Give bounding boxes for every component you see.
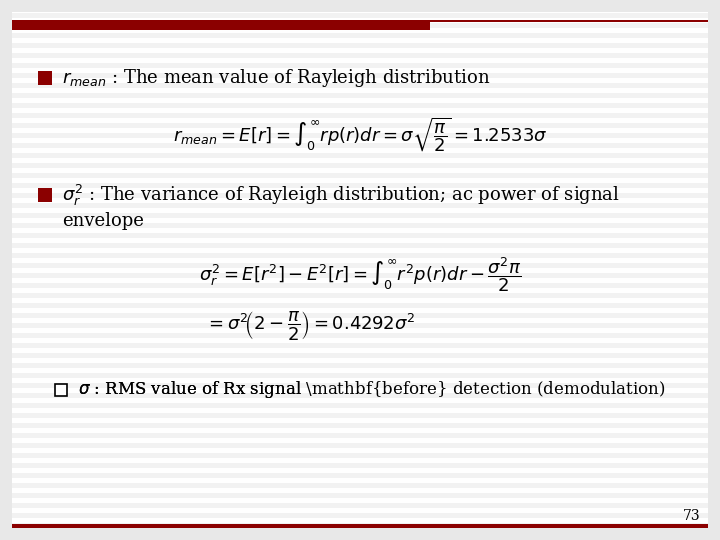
Bar bbox=[12, 43, 708, 48]
Bar bbox=[12, 333, 708, 338]
Text: $r_{mean} = E[r] = \int_0^{\infty} rp(r)dr = \sigma\sqrt{\dfrac{\pi}{2}} = 1.253: $r_{mean} = E[r] = \int_0^{\infty} rp(r)… bbox=[173, 116, 547, 154]
Text: envelope: envelope bbox=[62, 212, 144, 230]
Bar bbox=[12, 513, 708, 518]
Bar bbox=[12, 524, 708, 528]
Bar bbox=[12, 233, 708, 238]
Bar bbox=[12, 323, 708, 328]
Bar bbox=[12, 283, 708, 288]
Bar bbox=[12, 473, 708, 478]
Bar bbox=[12, 153, 708, 158]
Bar bbox=[12, 253, 708, 258]
Bar bbox=[12, 523, 708, 528]
Bar bbox=[12, 483, 708, 488]
Bar bbox=[12, 443, 708, 448]
Bar bbox=[12, 163, 708, 168]
Bar bbox=[12, 33, 708, 38]
Bar bbox=[12, 413, 708, 418]
Bar bbox=[12, 503, 708, 508]
Bar bbox=[12, 433, 708, 438]
Bar bbox=[38, 188, 52, 202]
Bar bbox=[12, 103, 708, 108]
Bar bbox=[12, 223, 708, 228]
Text: $\sigma$ : RMS value of Rx signal: $\sigma$ : RMS value of Rx signal bbox=[78, 380, 302, 401]
Bar bbox=[12, 63, 708, 68]
Bar bbox=[12, 393, 708, 398]
Bar bbox=[12, 93, 708, 98]
Bar bbox=[12, 453, 708, 458]
Bar bbox=[12, 193, 708, 198]
Text: $\sigma$ : RMS value of Rx signal \mathbf{before} detection (demodulation): $\sigma$ : RMS value of Rx signal \mathb… bbox=[78, 380, 665, 401]
Bar bbox=[12, 183, 708, 188]
Bar bbox=[12, 123, 708, 128]
Bar bbox=[12, 273, 708, 278]
Bar bbox=[12, 133, 708, 138]
Text: $\sigma_r^2$ : The variance of Rayleigh distribution; ac power of signal: $\sigma_r^2$ : The variance of Rayleigh … bbox=[62, 183, 620, 207]
Bar bbox=[12, 373, 708, 378]
Bar bbox=[12, 343, 708, 348]
Bar bbox=[12, 113, 708, 118]
Bar bbox=[12, 20, 430, 30]
Bar bbox=[12, 383, 708, 388]
Bar bbox=[12, 23, 708, 28]
Bar bbox=[12, 83, 708, 88]
Bar bbox=[12, 173, 708, 178]
Bar bbox=[12, 353, 708, 358]
Bar bbox=[12, 313, 708, 318]
Bar bbox=[12, 53, 708, 58]
Bar bbox=[12, 493, 708, 498]
Bar bbox=[38, 71, 52, 85]
Bar bbox=[12, 143, 708, 148]
Bar bbox=[12, 73, 708, 78]
Text: $= \sigma^2\!\left(2 - \dfrac{\pi}{2}\right) = 0.4292\sigma^2$: $= \sigma^2\!\left(2 - \dfrac{\pi}{2}\ri… bbox=[205, 308, 415, 341]
Bar bbox=[12, 243, 708, 248]
Bar bbox=[12, 203, 708, 208]
Bar bbox=[55, 384, 67, 396]
Bar bbox=[12, 293, 708, 298]
Bar bbox=[12, 303, 708, 308]
Text: 73: 73 bbox=[683, 509, 700, 523]
Bar bbox=[12, 20, 708, 22]
Bar bbox=[12, 423, 708, 428]
Bar bbox=[12, 463, 708, 468]
Bar bbox=[12, 403, 708, 408]
Bar bbox=[12, 263, 708, 268]
Bar bbox=[12, 363, 708, 368]
Text: $r_{mean}$ : The mean value of Rayleigh distribution: $r_{mean}$ : The mean value of Rayleigh … bbox=[62, 67, 490, 89]
Bar bbox=[12, 213, 708, 218]
Bar bbox=[12, 13, 708, 18]
Text: $\sigma_r^2 = E[r^2] - E^2[r] = \int_0^{\infty} r^2 p(r)dr - \dfrac{\sigma^2 \pi: $\sigma_r^2 = E[r^2] - E^2[r] = \int_0^{… bbox=[199, 255, 521, 294]
